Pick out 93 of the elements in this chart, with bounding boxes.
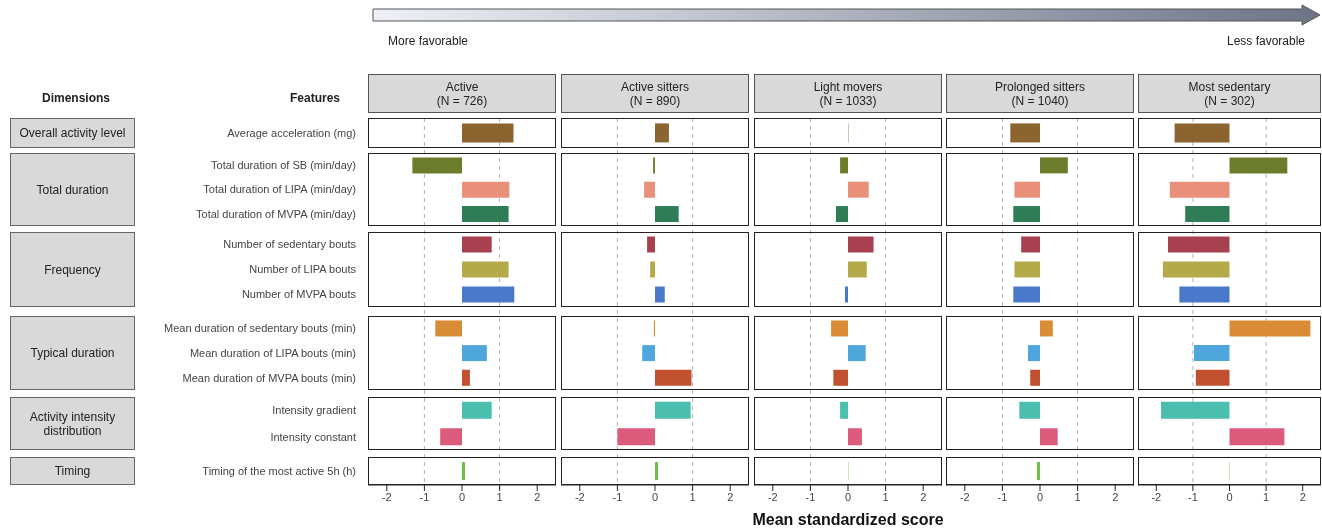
x-tick-label: 1 bbox=[1074, 490, 1081, 503]
text: Activity intensity distribution bbox=[28, 409, 117, 438]
bar bbox=[655, 401, 691, 419]
y-tick-label: Intensity constant bbox=[270, 430, 356, 443]
y-tick-label: Total duration of MVPA (min/day) bbox=[196, 207, 356, 220]
text: Dimensions bbox=[41, 91, 111, 105]
chart-title: Prolonged sitters (N = 1040) bbox=[994, 79, 1086, 108]
x-tick-label: -2 bbox=[959, 490, 970, 503]
bar bbox=[462, 401, 492, 419]
bar bbox=[848, 236, 874, 253]
bar bbox=[1013, 206, 1040, 223]
bar bbox=[1040, 320, 1053, 337]
x-tick-label: -1 bbox=[997, 490, 1008, 503]
x-tick-label: 2 bbox=[920, 490, 927, 503]
y-tick-label: Total duration of SB (min/day) bbox=[211, 159, 356, 172]
bar bbox=[1014, 181, 1040, 198]
y-tick-label: Mean duration of LIPA bouts (min) bbox=[189, 346, 356, 359]
text: Timing bbox=[54, 464, 91, 478]
y-tick-label: Number of LIPA bouts bbox=[249, 263, 357, 276]
bar bbox=[440, 428, 462, 446]
x-tick-label: 0 bbox=[1226, 490, 1233, 503]
bar bbox=[1168, 236, 1230, 253]
x-tick-label: 0 bbox=[844, 490, 852, 503]
x-tick-label: -2 bbox=[381, 490, 392, 503]
bar bbox=[1027, 345, 1040, 362]
y-tick-label: Average acceleration (mg) bbox=[227, 126, 356, 139]
bar bbox=[1021, 236, 1040, 253]
bar bbox=[848, 428, 862, 446]
x-tick-label: 0 bbox=[651, 490, 659, 503]
y-tick-label: Mean duration of sedentary bouts (min) bbox=[164, 322, 356, 335]
bar bbox=[650, 261, 655, 278]
bar bbox=[1019, 401, 1040, 419]
text: Frequency bbox=[44, 262, 101, 277]
bar bbox=[462, 206, 509, 223]
chart-title: Light movers (N = 1033) bbox=[813, 79, 883, 108]
bar bbox=[655, 206, 679, 223]
y-tick-label: Intensity gradient bbox=[272, 404, 356, 417]
bar bbox=[617, 428, 655, 446]
bar bbox=[840, 401, 848, 419]
chart-title: Active sitters (N = 890) bbox=[620, 79, 689, 108]
text: More favorable bbox=[388, 34, 469, 48]
bar bbox=[462, 181, 510, 198]
x-tick-label: -2 bbox=[574, 490, 585, 503]
bar bbox=[1014, 261, 1040, 278]
bar bbox=[462, 236, 492, 253]
text: Features bbox=[289, 91, 341, 105]
y-tick-label: Timing of the most active 5h (h) bbox=[202, 464, 356, 477]
text: Typical duration bbox=[30, 346, 115, 360]
bar bbox=[1040, 428, 1058, 446]
x-tick-label: 0 bbox=[1036, 490, 1044, 503]
y-tick-label: Mean duration of MVPA bouts (min) bbox=[182, 371, 356, 384]
bar bbox=[435, 320, 462, 337]
bar bbox=[1169, 181, 1230, 198]
x-axis-title: Mean standardized score bbox=[751, 511, 945, 528]
x-tick-label: -1 bbox=[419, 490, 430, 503]
x-tick-label: -1 bbox=[1188, 490, 1198, 503]
bar bbox=[644, 181, 655, 198]
bar bbox=[1194, 345, 1230, 362]
bar bbox=[848, 181, 869, 198]
bar bbox=[462, 345, 487, 362]
x-tick-label: 2 bbox=[727, 490, 734, 503]
chart-title: Active (N = 726) bbox=[436, 79, 488, 108]
x-tick-label: 2 bbox=[534, 490, 541, 503]
bar bbox=[835, 206, 848, 223]
x-tick-label: -1 bbox=[805, 490, 816, 503]
x-tick-label: 1 bbox=[689, 490, 696, 503]
bar bbox=[1161, 401, 1230, 419]
chart-title: Most sedentary (N = 302) bbox=[1188, 79, 1271, 108]
x-tick-label: -2 bbox=[767, 490, 778, 503]
bar bbox=[1229, 428, 1285, 446]
bar bbox=[848, 261, 867, 278]
text: Total duration bbox=[36, 182, 109, 197]
x-tick-label: 2 bbox=[1112, 490, 1119, 503]
bar bbox=[1229, 320, 1311, 337]
bar bbox=[1185, 206, 1230, 223]
x-tick-label: 1 bbox=[496, 490, 503, 503]
bar bbox=[647, 236, 655, 253]
bar bbox=[831, 320, 848, 337]
text: Less favorable bbox=[1226, 34, 1305, 48]
x-tick-label: -1 bbox=[612, 490, 623, 503]
x-tick-label: 0 bbox=[458, 490, 466, 503]
y-tick-label: Total duration of LIPA (min/day) bbox=[203, 183, 356, 196]
text: Overall activity level bbox=[19, 126, 126, 140]
y-tick-label: Number of sedentary bouts bbox=[223, 238, 357, 251]
y-tick-label: Number of MVPA bouts bbox=[241, 288, 357, 301]
x-tick-label: 1 bbox=[1263, 490, 1270, 503]
bar bbox=[848, 345, 866, 362]
x-tick-label: 2 bbox=[1299, 490, 1306, 503]
bar bbox=[642, 345, 655, 362]
x-tick-label: 1 bbox=[882, 490, 889, 503]
bar bbox=[1162, 261, 1230, 278]
bar bbox=[462, 261, 509, 278]
x-tick-label: -2 bbox=[1151, 490, 1162, 503]
